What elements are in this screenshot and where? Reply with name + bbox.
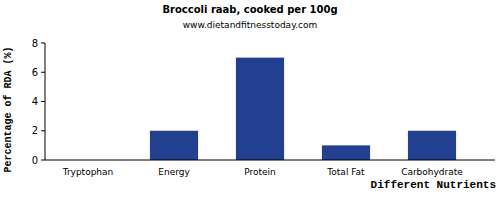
y-axis-label: Percentage of RDA (%) <box>3 46 14 172</box>
y-tick-label: 2 <box>32 125 38 136</box>
x-tick-label: Carbohydrate <box>401 167 463 177</box>
y-tick <box>41 72 45 73</box>
y-tick <box>41 130 45 131</box>
x-tick-label: Protein <box>244 167 276 177</box>
bars <box>150 58 456 160</box>
bar <box>150 131 198 160</box>
x-tick-label: Tryptophan <box>62 167 114 177</box>
y-tick-label: 4 <box>32 96 38 107</box>
bar <box>408 131 456 160</box>
y-tick <box>41 101 45 102</box>
subtitle: www.dietandfitnesstoday.com <box>183 20 318 30</box>
title: Broccoli raab, cooked per 100g <box>162 4 337 15</box>
y-tick <box>41 43 45 44</box>
x-axis <box>45 160 495 161</box>
bar <box>322 145 370 160</box>
x-tick-label: Energy <box>158 167 190 177</box>
y-tick <box>41 160 45 161</box>
y-tick-label: 6 <box>32 67 38 78</box>
chart: Broccoli raab, cooked per 100g www.dietan… <box>0 0 500 200</box>
x-tick-label: Total Fat <box>326 167 365 177</box>
y-tick-label: 0 <box>32 155 38 166</box>
x-axis-label: Different Nutrients <box>371 179 496 191</box>
y-tick-label: 8 <box>32 38 38 49</box>
bar <box>236 58 284 160</box>
